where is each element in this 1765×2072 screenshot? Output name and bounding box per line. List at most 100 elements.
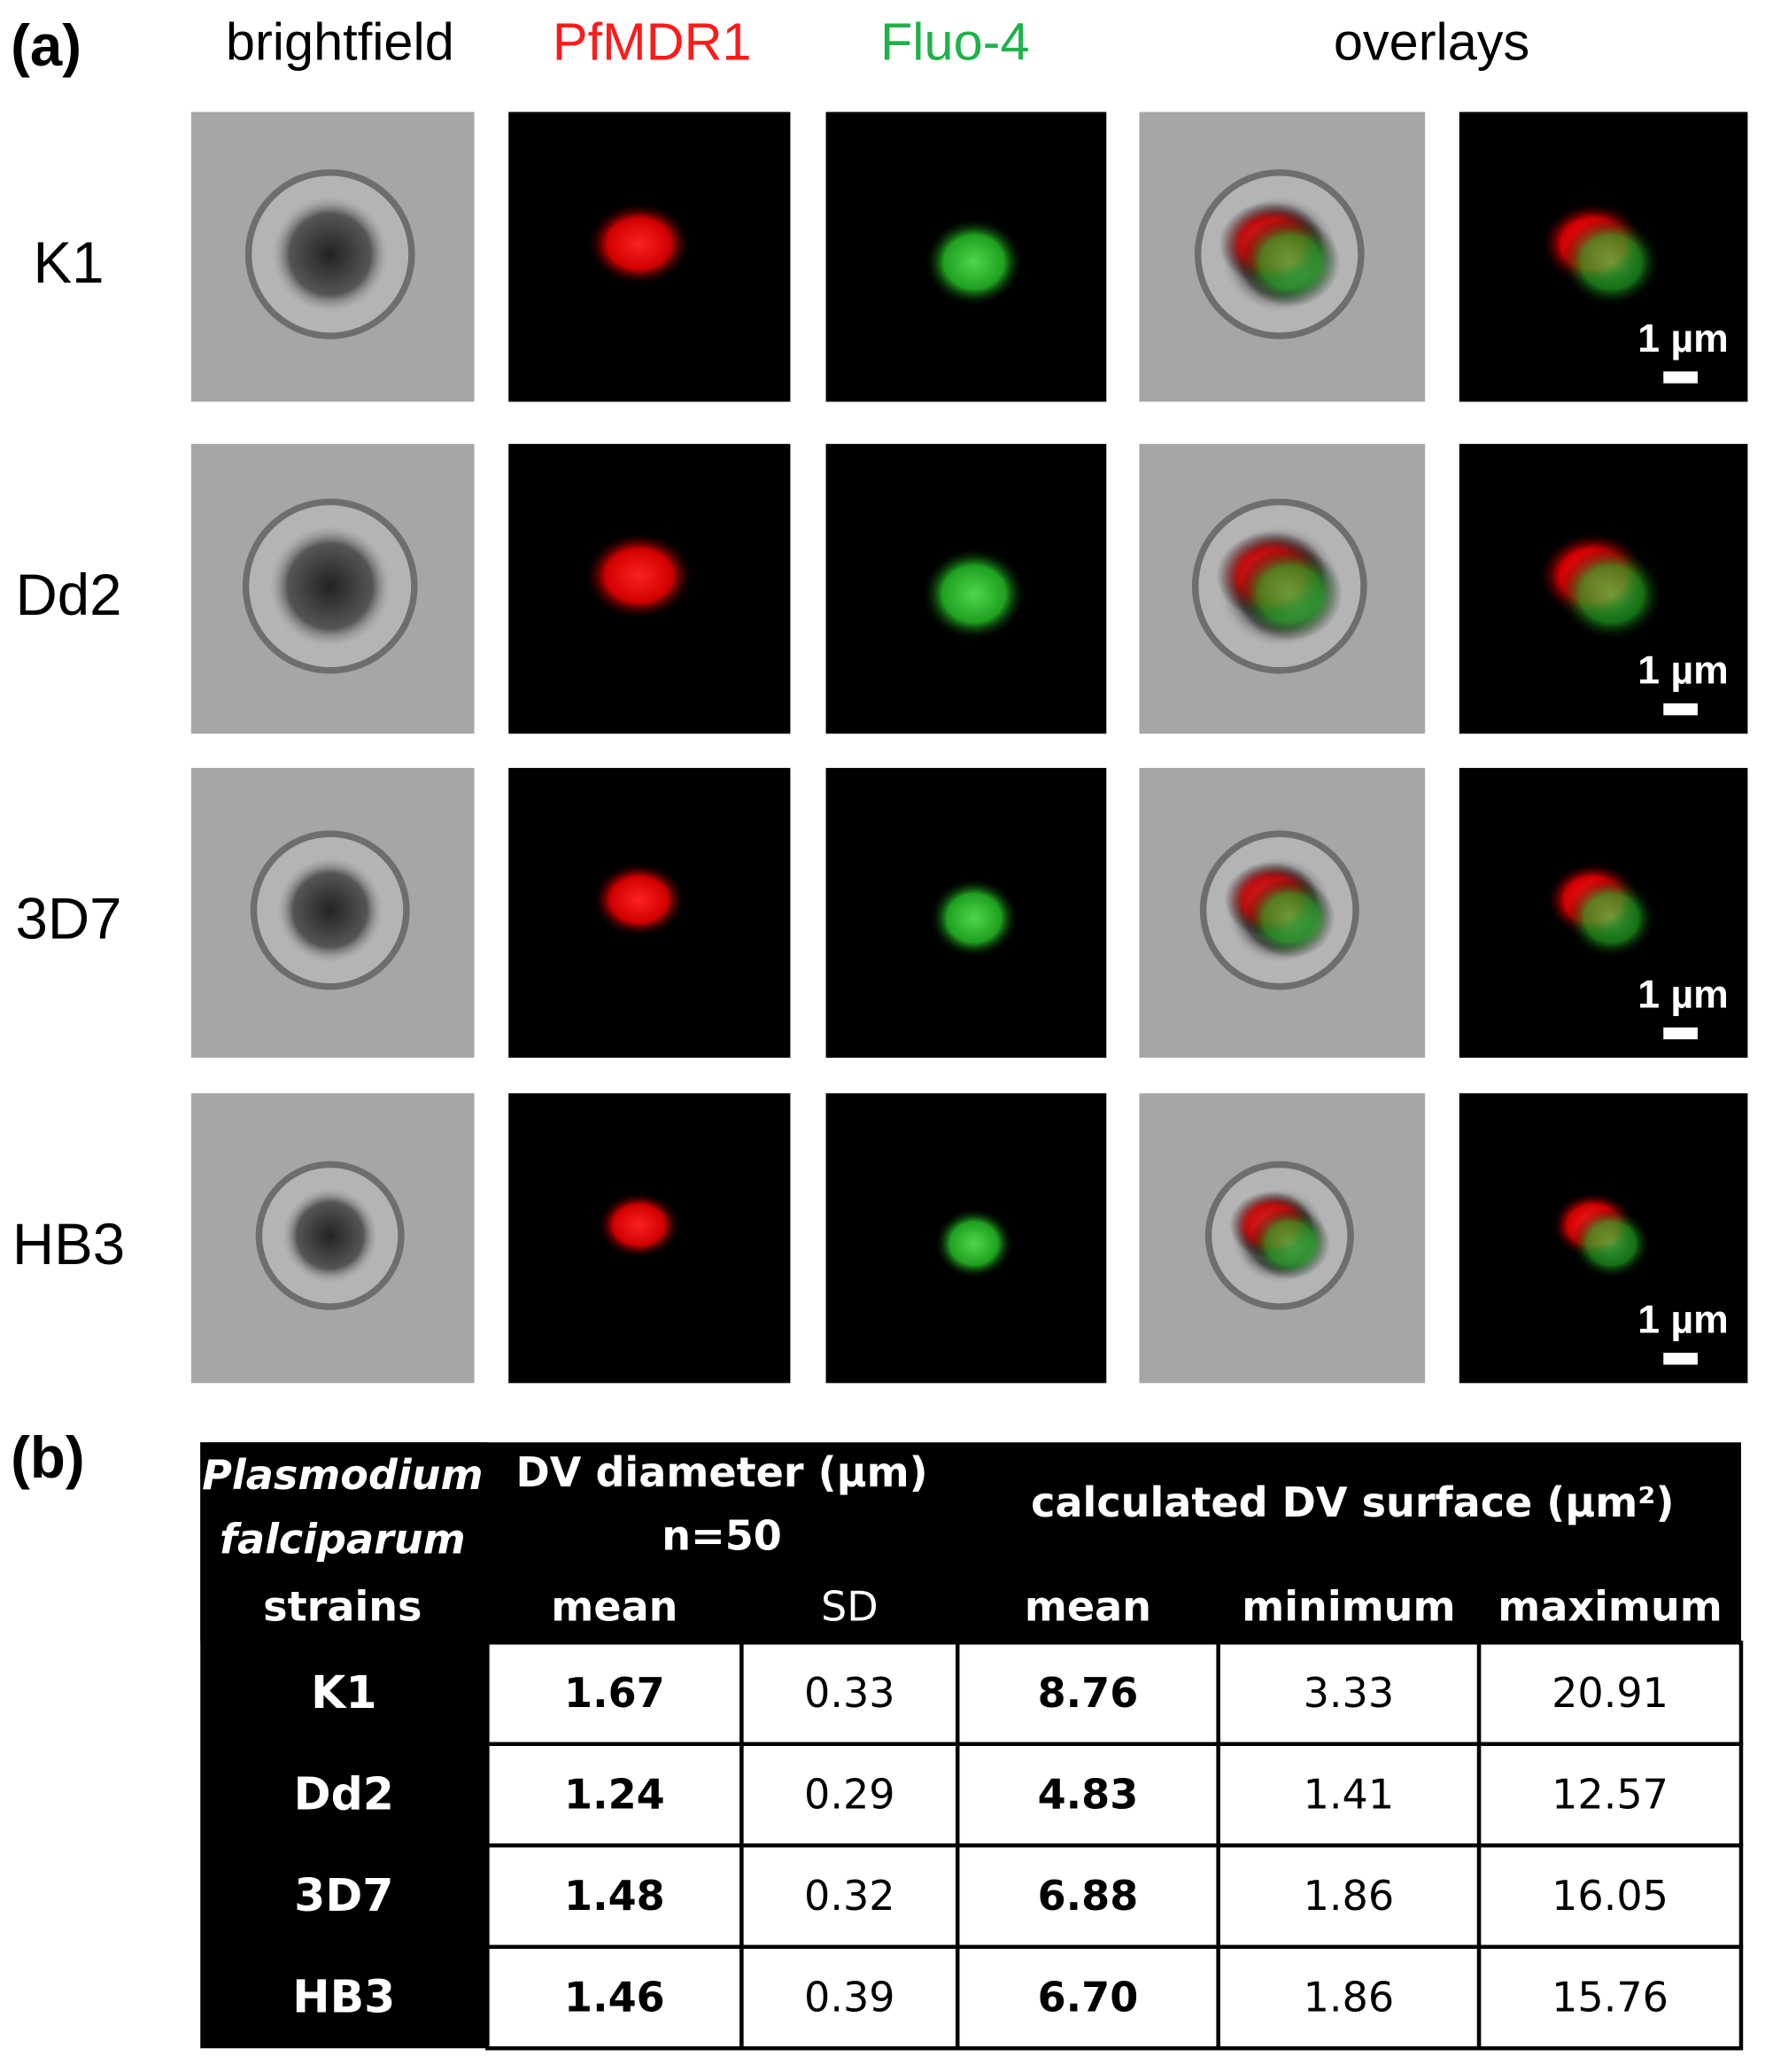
micrograph (190, 767, 475, 1059)
micrograph (825, 444, 1107, 734)
table-value: 0.32 (804, 1872, 895, 1920)
table-value: 1.24 (564, 1770, 665, 1818)
strain-header: falciparum (220, 1516, 466, 1564)
column-header: brightfield (226, 12, 454, 72)
fluo4-signal (1566, 877, 1657, 958)
scale-bar-label: 1 µm (1637, 973, 1729, 1016)
table-value: 16.05 (1552, 1872, 1668, 1920)
micrograph: 1 µm (1459, 112, 1748, 402)
table-value: 0.29 (804, 1770, 895, 1818)
table-cell (739, 1843, 960, 1949)
scale-bar (1663, 1027, 1698, 1040)
table-value: 6.88 (1038, 1872, 1139, 1920)
micrograph (825, 1093, 1107, 1384)
cell-body (283, 1188, 378, 1284)
table-value: 20.91 (1552, 1669, 1668, 1717)
strain-name: Dd2 (294, 1767, 394, 1820)
table-value: 1.41 (1304, 1770, 1395, 1818)
table-cell (1476, 1843, 1744, 1949)
scale-bar-label: 1 µm (1637, 317, 1729, 361)
table-cell (956, 1641, 1220, 1746)
table-cell (956, 1944, 1220, 2051)
strain-name: HB3 (292, 1970, 395, 2022)
strain-header: strains (263, 1583, 422, 1631)
micrograph (190, 1093, 475, 1384)
row-label: 3D7 (16, 887, 122, 951)
table-cell (485, 1843, 744, 1949)
panel-label: (a) (11, 13, 81, 78)
micrograph (190, 444, 475, 734)
micrograph (1139, 1093, 1426, 1384)
micrograph (825, 767, 1107, 1059)
column-header: PfMDR1 (553, 12, 752, 72)
diameter-header: n=50 (662, 1511, 782, 1559)
table-cell (485, 1742, 744, 1848)
micrograph (508, 444, 791, 734)
strain-header: Plasmodium (202, 1451, 483, 1499)
fluo4-signal (1559, 547, 1664, 641)
panel-label: (b) (11, 1425, 85, 1490)
table-value: 1.48 (564, 1872, 665, 1920)
micrograph (508, 1093, 791, 1384)
pfmdr1-signal (583, 531, 694, 620)
table-value: 1.46 (564, 1973, 665, 2021)
column-subheader: maximum (1498, 1583, 1722, 1631)
surface-header: calculated DV surface (µm²) (1031, 1478, 1674, 1526)
micrograph: 1 µm (1459, 444, 1748, 734)
micrograph (825, 112, 1107, 402)
table-cell (739, 1641, 960, 1746)
column-subheader: mean (551, 1583, 677, 1631)
table-cell (1216, 1742, 1482, 1848)
fluo4-signal (933, 1207, 1015, 1280)
pfmdr1-signal (585, 201, 692, 286)
fluo4-signal (928, 877, 1019, 958)
fluo4-signal (921, 547, 1027, 641)
micrograph (508, 112, 791, 402)
fluo4-signal (1244, 877, 1335, 958)
table-value: 4.83 (1038, 1770, 1139, 1818)
row-label: K1 (34, 230, 105, 295)
column-subheader: minimum (1242, 1583, 1455, 1631)
scale-bar (1663, 1353, 1698, 1365)
pfmdr1-signal (596, 1191, 681, 1259)
fluo4-signal (1250, 1207, 1330, 1280)
table-cell (739, 1742, 960, 1848)
scale-bar-label: 1 µm (1637, 1299, 1729, 1342)
scale-bar (1663, 371, 1698, 384)
table-cell (1216, 1641, 1482, 1746)
table-value: 0.39 (804, 1973, 895, 2021)
fluo4-signal (1561, 217, 1662, 307)
diameter-header: DV diameter (µm) (516, 1448, 928, 1496)
fluo4-signal (924, 217, 1025, 307)
table-value: 12.57 (1552, 1770, 1668, 1818)
row-label: Dd2 (16, 563, 122, 627)
row-label: HB3 (12, 1212, 125, 1277)
strain-name: K1 (311, 1666, 376, 1719)
scale-bar-label: 1 µm (1637, 649, 1729, 693)
table-cell (1216, 1944, 1482, 2051)
table-value: 1.86 (1304, 1973, 1395, 2021)
micrograph (190, 112, 475, 402)
column-subheader: mean (1025, 1583, 1151, 1631)
fluo4-signal (1237, 547, 1343, 641)
column-subheader: SD (821, 1583, 879, 1631)
fluo4-signal (1240, 217, 1341, 307)
table-cell (1216, 1843, 1482, 1949)
table-cell (1476, 1944, 1744, 2051)
scale-bar (1663, 703, 1698, 716)
micrograph (508, 767, 791, 1059)
cell-body (269, 525, 391, 648)
strain-column-bg (200, 1442, 488, 2049)
table-value: 0.33 (804, 1669, 895, 1717)
pfmdr1-signal (591, 861, 686, 938)
column-header: overlays (1334, 12, 1529, 72)
cell-body (277, 858, 383, 963)
table-cell (739, 1944, 960, 2051)
table-value: 8.76 (1038, 1669, 1139, 1717)
table-value: 3.33 (1304, 1669, 1395, 1717)
cell-body (272, 196, 389, 313)
table-value: 1.86 (1304, 1872, 1395, 1920)
table-value: 15.76 (1552, 1973, 1668, 2021)
fluo4-signal (1571, 1207, 1652, 1280)
